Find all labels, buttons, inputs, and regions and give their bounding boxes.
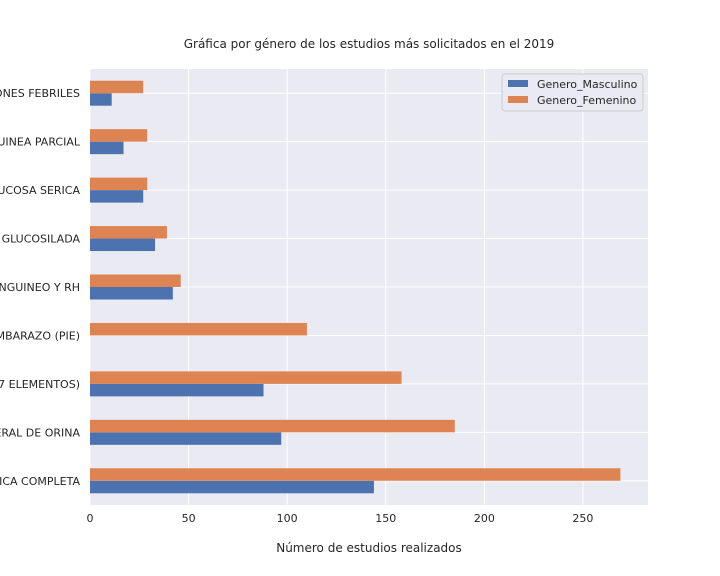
x-tick-label: 0 xyxy=(87,512,94,525)
bar-femenino xyxy=(90,322,307,336)
y-tick-label: ERAL DE ORINA xyxy=(0,426,80,439)
legend-swatch-femenino xyxy=(508,96,528,103)
x-tick-label: 250 xyxy=(572,512,593,525)
x-tick-labels: 0 50 100 150 200 250 xyxy=(87,512,594,525)
bar-femenino xyxy=(90,177,148,191)
x-tick-label: 50 xyxy=(182,512,196,525)
x-tick-label: 100 xyxy=(277,512,298,525)
y-tick-label: 7 ELEMENTOS) xyxy=(0,378,80,391)
x-axis-label: Número de estudios realizados xyxy=(276,541,462,555)
legend: Genero_Masculino Genero_Femenino xyxy=(501,73,644,112)
x-tick-label: 150 xyxy=(375,512,396,525)
y-tick-label: GLUCOSILADA xyxy=(2,233,81,246)
bar-masculino xyxy=(90,93,112,106)
bar-masculino xyxy=(90,141,124,155)
y-tick-label: UINEA PARCIAL xyxy=(0,136,81,149)
bar-femenino xyxy=(90,226,167,239)
legend-box xyxy=(501,73,644,112)
y-tick-label: MBARAZO (PIE) xyxy=(0,329,80,342)
bar-femenino xyxy=(90,371,402,384)
legend-swatch-masculino xyxy=(508,80,528,87)
y-tick-labels: ICA COMPLETA ERAL DE ORINA 7 ELEMENTOS) MBA… xyxy=(0,87,81,488)
bar-masculino xyxy=(90,287,173,300)
bar-femenino xyxy=(90,274,181,287)
bar-masculino xyxy=(90,190,144,203)
bars xyxy=(90,80,621,494)
y-tick-label: NGUINEO Y RH xyxy=(0,281,80,294)
bar-femenino xyxy=(90,80,144,94)
y-tick-label: ICA COMPLETA xyxy=(0,475,80,488)
chart-title: Gráfica por género de los estudios más s… xyxy=(184,37,555,51)
bar-masculino xyxy=(90,383,264,397)
bar-masculino xyxy=(90,238,156,252)
bar-masculino xyxy=(90,432,282,445)
x-tick-label: 200 xyxy=(474,512,495,525)
legend-label-masculino: Genero_Masculino xyxy=(537,78,638,91)
y-tick-label: ONES FEBRILES xyxy=(0,87,80,100)
bar-femenino xyxy=(90,468,621,481)
bar-femenino xyxy=(90,419,455,433)
legend-label-femenino: Genero_Femenino xyxy=(537,94,637,107)
y-tick-label: UCOSA SERICA xyxy=(0,184,80,197)
bar-femenino xyxy=(90,129,148,142)
bar-masculino xyxy=(90,480,374,494)
